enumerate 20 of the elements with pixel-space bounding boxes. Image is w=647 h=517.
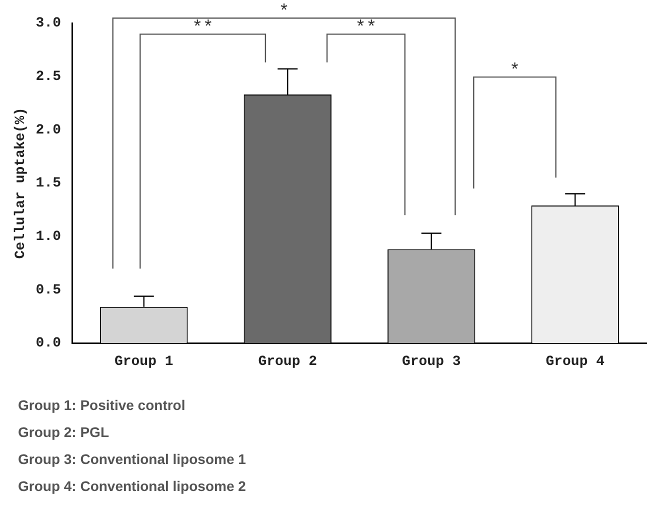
y-tick-label: 2.5 [36,68,62,85]
annotation: ** [192,18,214,39]
x-tick-label: Group 1 [114,354,174,370]
annotation: * [509,61,520,82]
y-tick-label: 0.5 [36,282,62,298]
text: Group 4: Conventional liposome 2 [18,477,246,496]
text: Group 1: Positive control [18,396,186,415]
y-axis-title: Cellular uptake(%) [12,107,29,259]
y-tick-label: 3.0 [36,16,62,32]
y-tick-label: 1.5 [36,176,62,192]
text: Group 3: Conventional liposome 1 [18,450,246,469]
x-tick-label: Group 2 [258,354,318,370]
y-tick-label: 2.0 [36,122,62,138]
x-tick-label: Group 3 [402,354,461,370]
annotation: * [278,2,290,23]
y-tick-label: 0.0 [36,336,62,352]
text: Group 2: PGL [18,423,110,442]
x-tick-label: Group 4 [546,354,605,370]
y-tick-label: 1.0 [36,229,62,245]
annotation: ** [355,18,377,39]
